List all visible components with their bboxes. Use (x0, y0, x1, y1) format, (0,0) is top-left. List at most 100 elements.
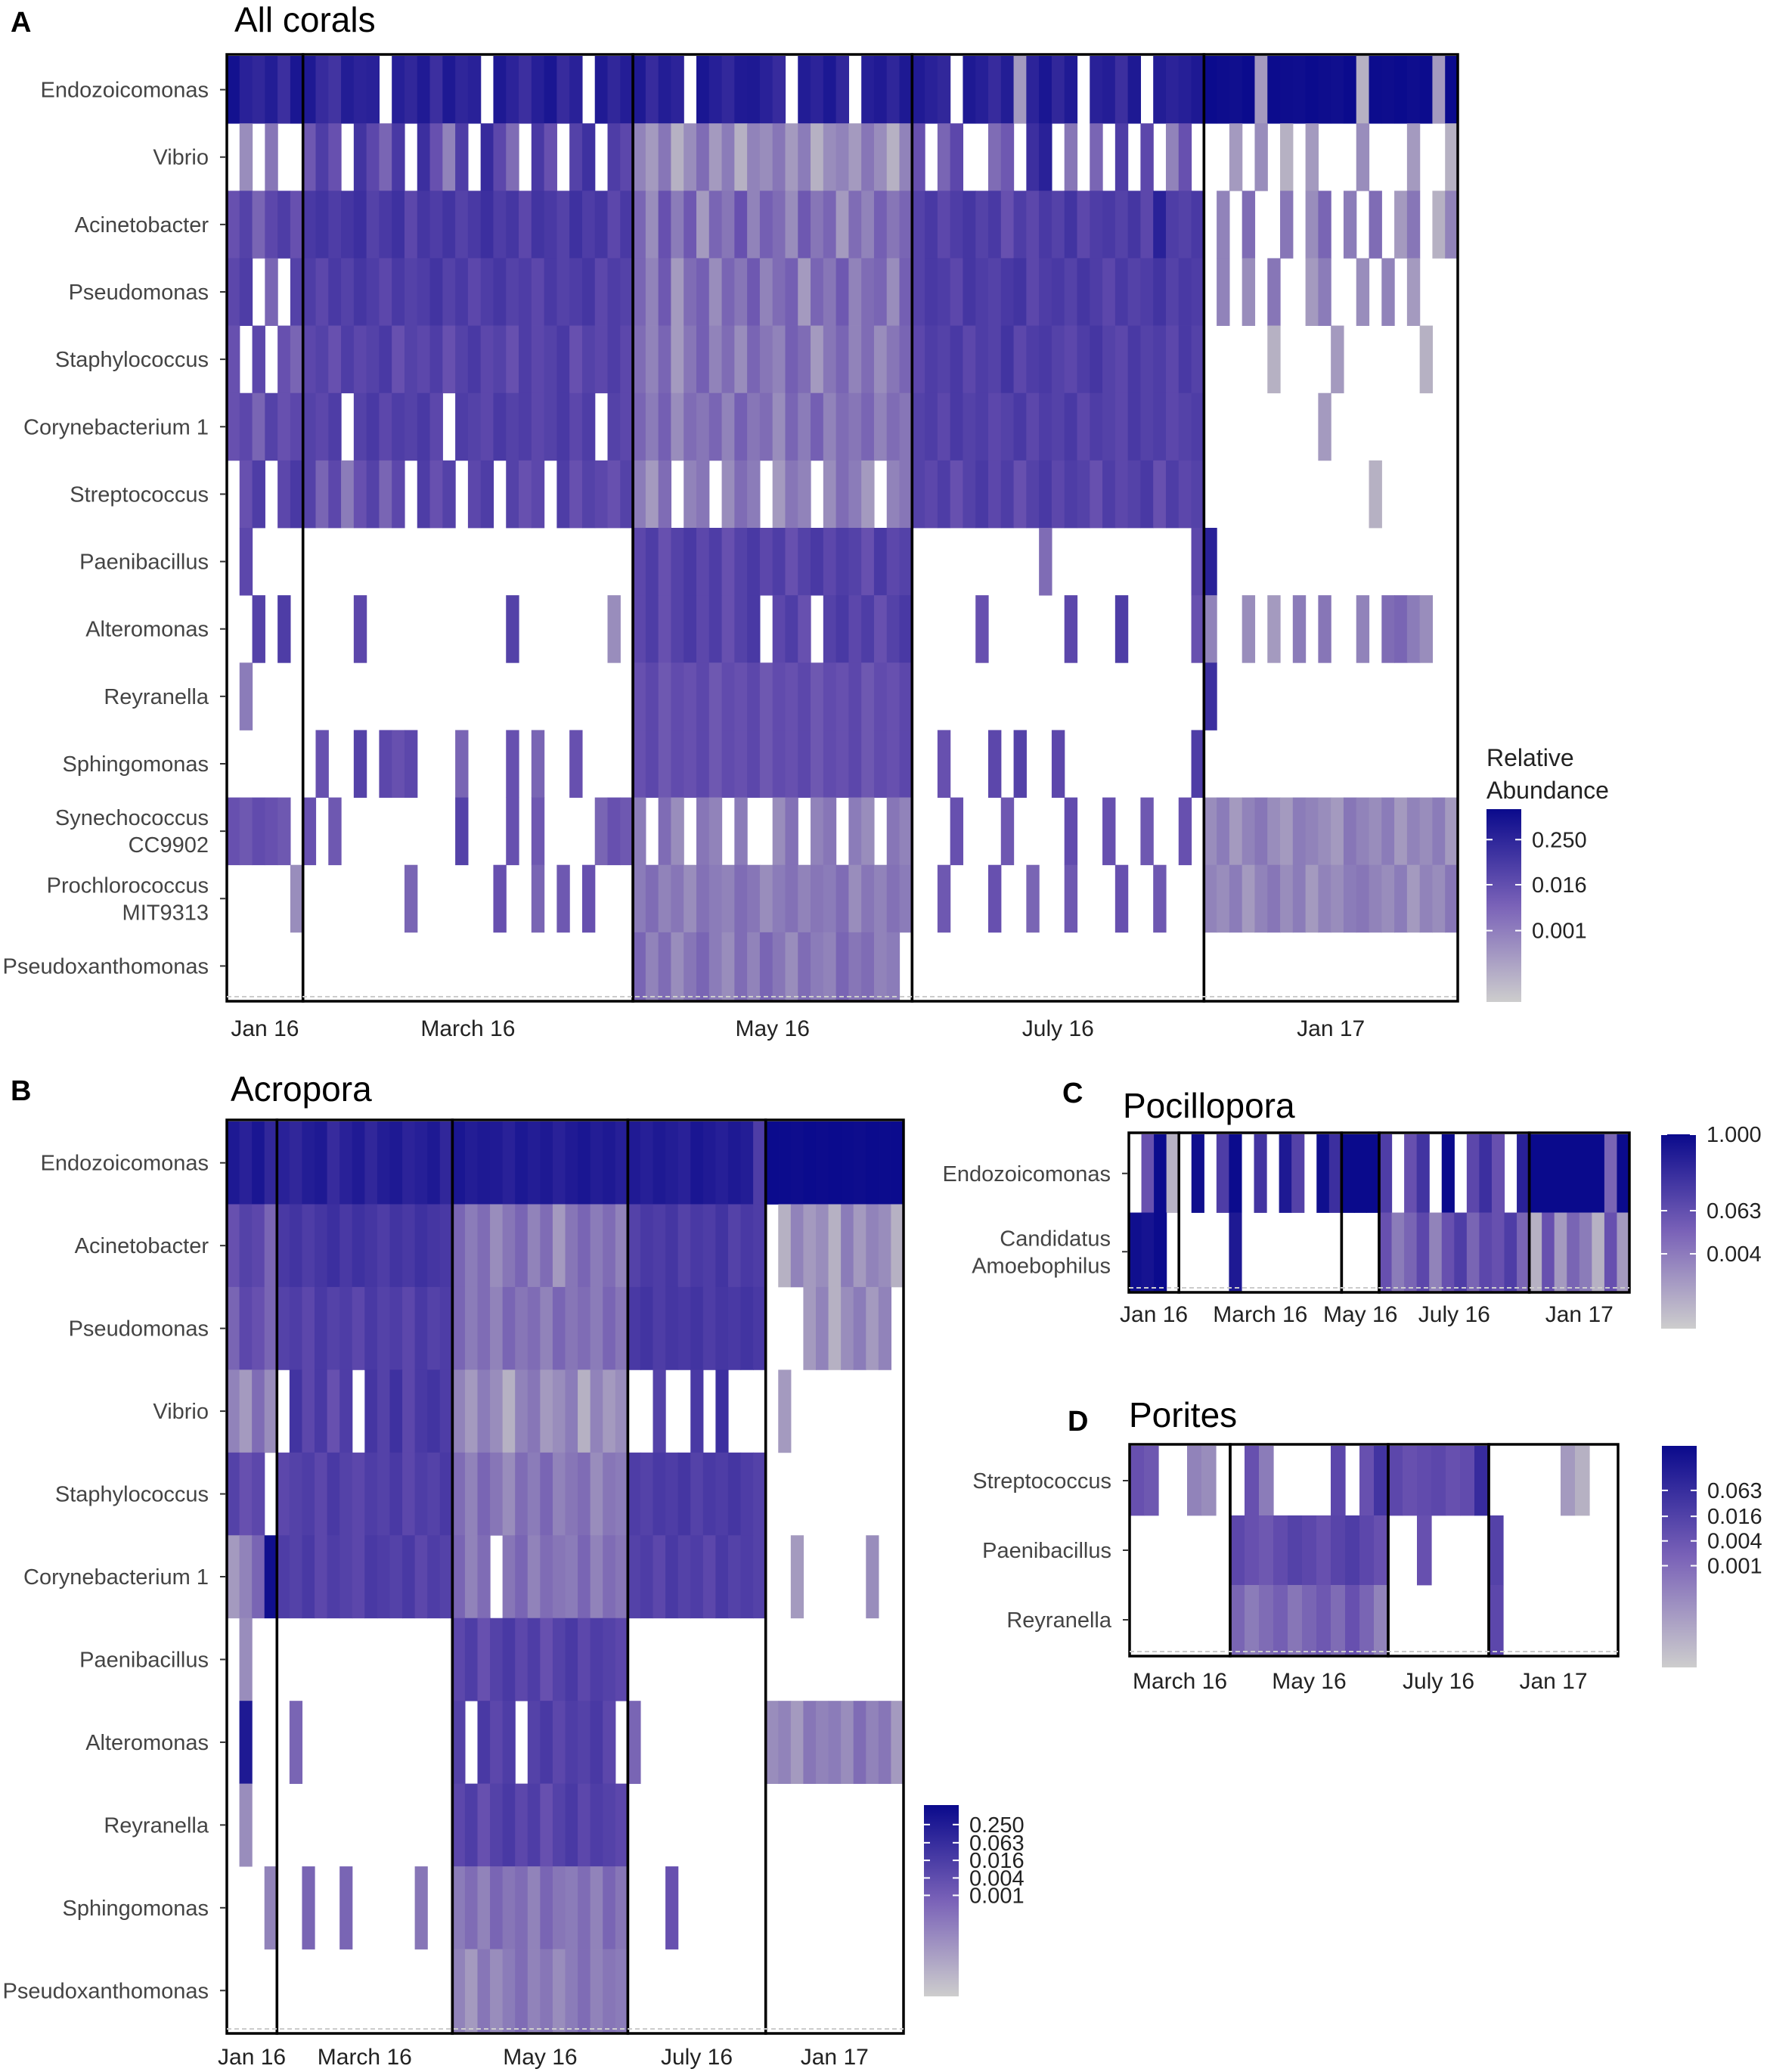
heatmap-cell (811, 932, 824, 1000)
heatmap-cell (628, 1535, 641, 1619)
heatmap-cell (785, 528, 798, 596)
heatmap-cell (1366, 1134, 1380, 1213)
heatmap-cell (1077, 325, 1090, 394)
heatmap-cell (519, 460, 532, 529)
heatmap-cell (590, 1121, 603, 1205)
heatmap-cell (328, 325, 342, 394)
heatmap-cell (353, 123, 367, 191)
heatmap-cell (1479, 1134, 1493, 1213)
heatmap-cell (696, 392, 710, 461)
heatmap-cell (540, 1949, 553, 2033)
heatmap-cell (1153, 864, 1167, 933)
heatmap-cell (519, 325, 532, 394)
heatmap-cell (1191, 392, 1204, 461)
heatmap-cell (708, 258, 723, 326)
heatmap-cell (578, 1452, 591, 1536)
heatmap-cell (1204, 662, 1217, 730)
heatmap-cell (1280, 797, 1294, 866)
heatmap-cell (1445, 191, 1459, 259)
heatmap-cell (452, 1535, 466, 1619)
heatmap-cell (721, 595, 735, 663)
heatmap-cell (684, 191, 697, 259)
heatmap-cell (227, 1286, 240, 1370)
heatmap-cell (531, 325, 545, 394)
row-label: Vibrio (153, 146, 209, 170)
heatmap-cell (1229, 56, 1243, 124)
heatmap-cell (1064, 325, 1078, 394)
heatmap-cell (578, 1204, 591, 1288)
heatmap-cell (578, 1369, 591, 1453)
heatmap-cell (798, 932, 811, 1000)
heatmap-cell (815, 1286, 829, 1370)
heatmap-cell (772, 123, 786, 191)
heatmap-cell (759, 528, 773, 596)
heatmap-cell (1279, 1134, 1292, 1213)
heatmap-cell (315, 730, 329, 798)
heatmap-cell (1114, 595, 1129, 663)
heatmap-cell (578, 1783, 591, 1867)
heatmap-cell (277, 460, 291, 529)
heatmap-cell (1403, 1446, 1418, 1516)
heatmap-cell (1230, 1585, 1245, 1655)
heatmap-cell (493, 123, 507, 191)
panel-letter-b: B (11, 1075, 31, 1107)
heatmap-cell (565, 1369, 578, 1453)
heatmap-cell (1292, 56, 1307, 124)
heatmap-cell (721, 325, 735, 394)
heatmap-cell (671, 56, 684, 124)
heatmap-cell (414, 1121, 428, 1205)
heatmap-cell (364, 1535, 378, 1619)
panel-d: D Porites Streptococcus Paenibacillus Reyr… (972, 1395, 1762, 1694)
heatmap-cell (1331, 1515, 1346, 1586)
heatmap-cell (848, 864, 862, 933)
heatmap-cell (633, 325, 646, 394)
heatmap-cell (658, 123, 672, 191)
heatmap-cell (848, 123, 862, 191)
heatmap-cell (645, 662, 659, 730)
heatmap-cell (264, 1121, 277, 1205)
heatmap-cell (544, 191, 557, 259)
heatmap-cell (265, 123, 278, 191)
heatmap-cell (578, 1949, 591, 2033)
heatmap-cell (811, 730, 824, 798)
heatmap-cell (452, 1866, 466, 1949)
heatmap-cell (1454, 1212, 1468, 1292)
heatmap-cell (696, 864, 710, 933)
heatmap-cell (565, 1783, 578, 1867)
heatmap-cell (1267, 56, 1281, 124)
heatmap-cell (811, 325, 824, 394)
heatmap-cell (653, 1121, 666, 1205)
heatmap-cell (690, 1452, 704, 1536)
heatmap-cell (721, 864, 735, 933)
heatmap-cell (1165, 258, 1180, 326)
heatmap-cell (315, 1369, 328, 1453)
row-label: Pseudoxanthomonas (3, 954, 209, 979)
heatmap-cell (552, 1618, 566, 1701)
row-label: Paenibacillus (79, 551, 209, 575)
heatmap-cell (1127, 191, 1142, 259)
heatmap-cell (353, 595, 367, 663)
heatmap-cell (759, 325, 773, 394)
heatmap-cell (633, 730, 646, 798)
legend-tick-label: 0.016 (1532, 873, 1587, 898)
heatmap-cell (480, 460, 494, 529)
heatmap-cell (1356, 797, 1370, 866)
heatmap-cell (315, 1286, 328, 1370)
heatmap-cell (1328, 1134, 1342, 1213)
heatmap-cell (848, 528, 862, 596)
heatmap-cell (1051, 325, 1065, 394)
heatmap-cell (1090, 123, 1103, 191)
group-label: March 16 (1133, 1669, 1227, 1694)
heatmap-cell (671, 932, 684, 1000)
heatmap-cell (828, 1121, 842, 1205)
heatmap-cell (835, 258, 849, 326)
heatmap-cell (1165, 191, 1180, 259)
heatmap-cell (552, 1369, 566, 1453)
heatmap-cell (1039, 56, 1052, 124)
heatmap-cell (835, 191, 849, 259)
heatmap-cell (353, 730, 367, 798)
heatmap-cell (1127, 56, 1142, 124)
heatmap-cell (684, 864, 697, 933)
heatmap-cell (442, 325, 456, 394)
heatmap-cell (565, 1286, 578, 1370)
